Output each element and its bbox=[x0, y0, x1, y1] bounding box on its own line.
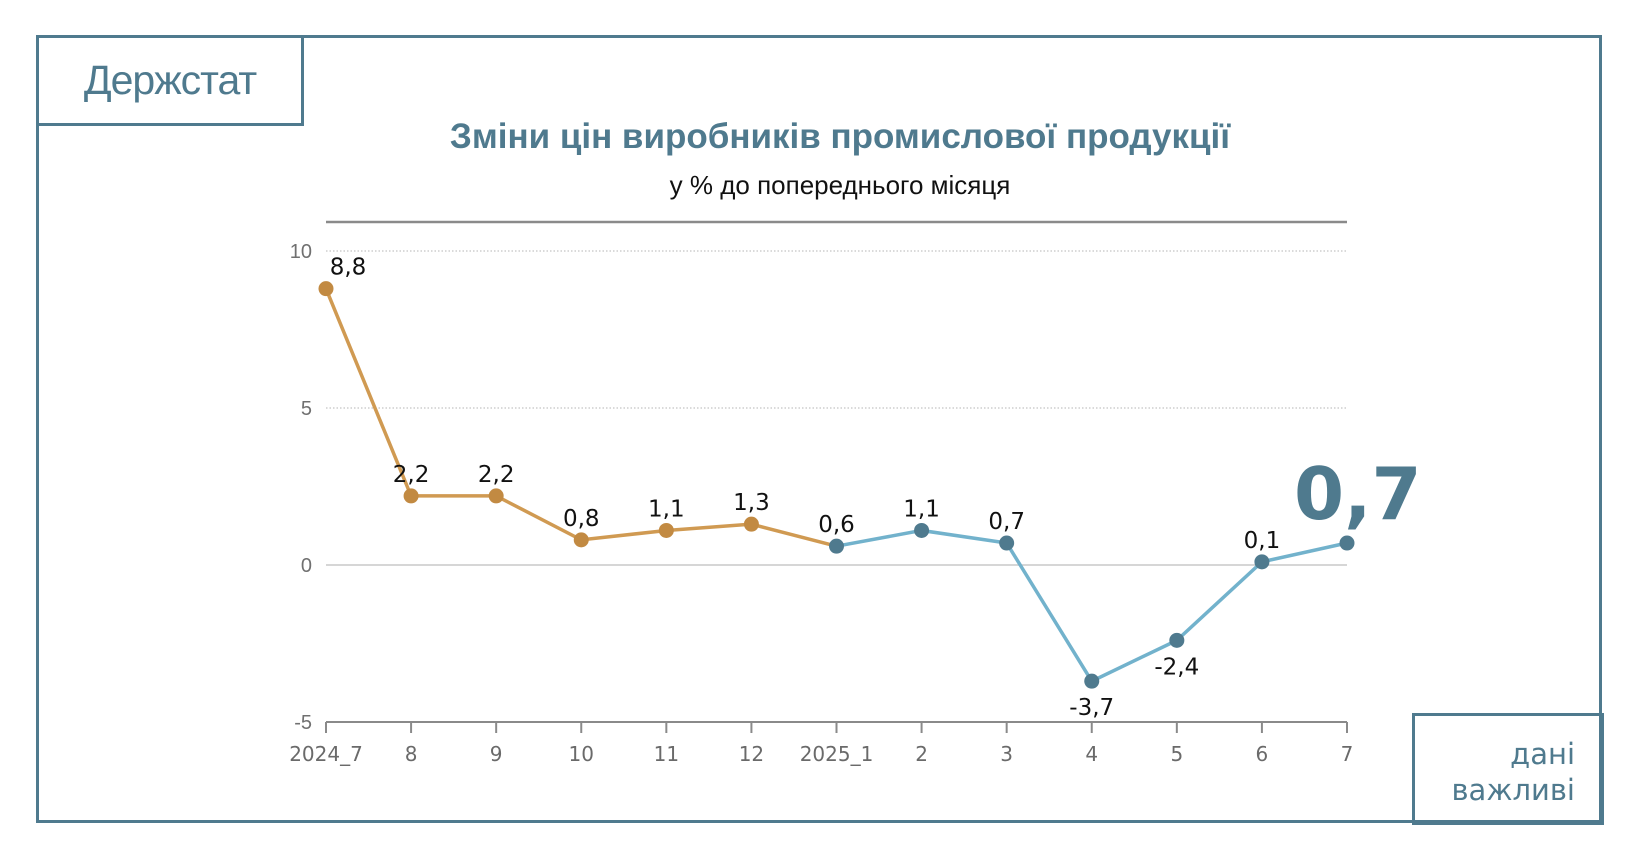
logo: Держстат bbox=[83, 57, 257, 103]
data-label: 0,7 bbox=[988, 509, 1025, 535]
x-tick-label: 5 bbox=[1170, 742, 1183, 766]
data-label: 2,2 bbox=[478, 462, 515, 488]
x-tick-label: 10 bbox=[569, 742, 594, 766]
x-tick-label: 12 bbox=[739, 742, 764, 766]
x-tick-label: 4 bbox=[1085, 742, 1098, 766]
x-tick-label: 9 bbox=[490, 742, 503, 766]
note-line-2: важливі bbox=[1451, 773, 1575, 807]
chart-subtitle: у % до попереднього місяця bbox=[669, 170, 1011, 200]
logo-box: Держстат bbox=[36, 35, 304, 126]
x-tick-label: 7 bbox=[1341, 742, 1354, 766]
data-label: 0,8 bbox=[563, 506, 600, 532]
data-label: -2,4 bbox=[1154, 654, 1199, 680]
data-point bbox=[1169, 632, 1185, 648]
data-point bbox=[1339, 535, 1355, 551]
data-point bbox=[488, 488, 504, 504]
data-label: 1,1 bbox=[648, 496, 685, 522]
x-tick-label: 2025_1 bbox=[800, 742, 874, 766]
data-point bbox=[1254, 554, 1270, 570]
x-tick-label: 8 bbox=[405, 742, 418, 766]
data-point bbox=[403, 488, 419, 504]
note-box: дані важливі bbox=[1412, 713, 1604, 825]
chart-frame bbox=[36, 35, 1602, 823]
data-label: 0,6 bbox=[818, 512, 855, 538]
x-tick-label: 2024_7 bbox=[289, 742, 363, 766]
x-tick-label: 11 bbox=[654, 742, 679, 766]
data-point bbox=[914, 522, 930, 538]
data-label: 1,1 bbox=[903, 496, 940, 522]
y-tick-label: -5 bbox=[294, 712, 312, 734]
data-point bbox=[658, 522, 674, 538]
data-label: -3,7 bbox=[1069, 695, 1114, 721]
highlight-value: 0,7 bbox=[1294, 452, 1422, 536]
data-label: 0,1 bbox=[1244, 528, 1281, 554]
data-label: 2,2 bbox=[393, 462, 430, 488]
data-label: 8,8 bbox=[330, 255, 367, 281]
data-point bbox=[1084, 673, 1100, 689]
x-tick-label: 3 bbox=[1000, 742, 1013, 766]
data-point bbox=[999, 535, 1015, 551]
data-point bbox=[318, 281, 334, 297]
chart-title: Зміни цін виробників промислової продукц… bbox=[449, 117, 1231, 156]
note-line-1: дані bbox=[1510, 737, 1575, 771]
data-point bbox=[743, 516, 759, 532]
data-label: 1,3 bbox=[733, 490, 770, 516]
data-point bbox=[573, 532, 589, 548]
y-tick-label: 5 bbox=[301, 398, 312, 420]
y-tick-label: 10 bbox=[290, 241, 312, 263]
x-tick-label: 2 bbox=[915, 742, 928, 766]
y-tick-label: 0 bbox=[301, 555, 312, 577]
x-tick-label: 6 bbox=[1256, 742, 1269, 766]
data-point bbox=[829, 538, 844, 554]
